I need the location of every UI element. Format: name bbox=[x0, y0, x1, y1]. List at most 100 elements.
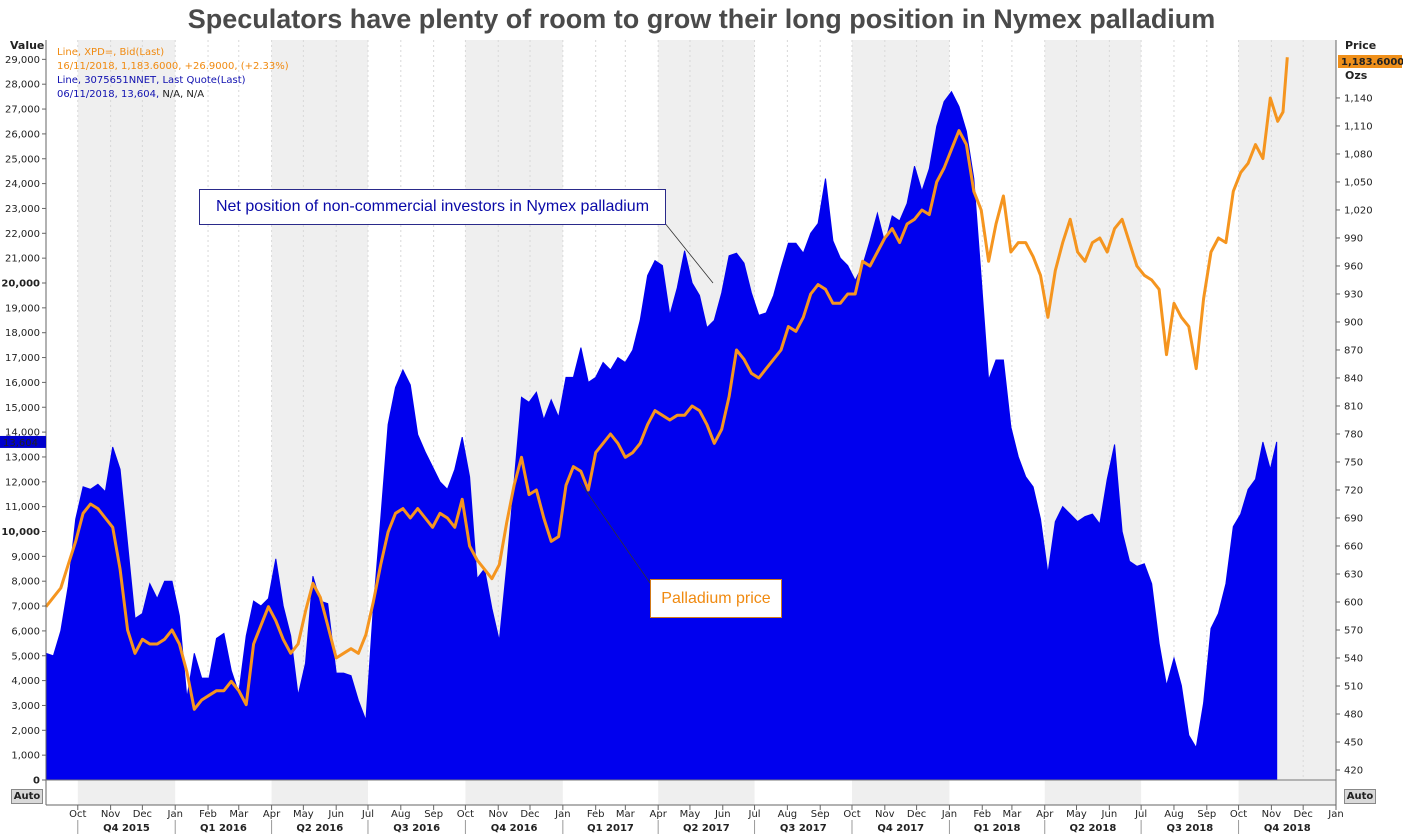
left-tick-label: 2,000 bbox=[11, 726, 40, 737]
quarter-label: Q1 2016 bbox=[200, 823, 247, 834]
month-label: Oct bbox=[843, 809, 860, 820]
month-label: Nov bbox=[101, 809, 121, 820]
right-tick-label: 450 bbox=[1344, 737, 1363, 748]
month-label: Jun bbox=[1101, 809, 1118, 820]
quarter-label: Q1 2018 bbox=[974, 823, 1021, 834]
legend-net-name: Line, 3075651NNET, Last Quote(Last) bbox=[57, 75, 246, 86]
right-tick-label: 1,110 bbox=[1344, 121, 1373, 132]
right-tick-label: 930 bbox=[1344, 289, 1363, 300]
month-label: Oct bbox=[457, 809, 474, 820]
right-tick-label: 1,080 bbox=[1344, 149, 1373, 160]
right-axis-unit: Ozs bbox=[1345, 69, 1368, 82]
left-tick-label: 12,000 bbox=[5, 477, 40, 488]
left-tick-label: 27,000 bbox=[5, 105, 40, 116]
left-tick-label: 20,000 bbox=[1, 279, 40, 290]
quarter-label: Q4 2018 bbox=[1264, 823, 1311, 834]
month-label: Mar bbox=[229, 809, 249, 820]
month-label: Dec bbox=[907, 809, 926, 820]
right-tick-label: 720 bbox=[1344, 485, 1363, 496]
auto-scale-left-button[interactable]: Auto bbox=[11, 789, 43, 804]
month-label: Aug bbox=[1164, 809, 1184, 820]
month-label: Jan bbox=[1327, 809, 1343, 820]
month-label: Nov bbox=[488, 809, 508, 820]
callout-net-position: Net position of non-commercial investors… bbox=[199, 189, 666, 225]
month-label: Jan bbox=[167, 809, 183, 820]
left-tick-label: 6,000 bbox=[11, 626, 40, 637]
left-tick-label: 10,000 bbox=[1, 527, 40, 538]
month-label: Aug bbox=[391, 809, 411, 820]
right-last-value-text: 1,183.6000 bbox=[1341, 57, 1403, 68]
month-label: Apr bbox=[650, 809, 668, 820]
axes: 0 1,000 2,000 3,000 4,000 5,000 6,000 7,000 8,00… bbox=[0, 39, 1403, 834]
month-label: Mar bbox=[1002, 809, 1022, 820]
left-tick-label: 1,000 bbox=[11, 751, 40, 762]
auto-scale-right-button[interactable]: Auto bbox=[1344, 789, 1376, 804]
left-tick-label: 18,000 bbox=[5, 328, 40, 339]
month-label: Jul bbox=[1134, 809, 1147, 820]
month-label: Apr bbox=[263, 809, 281, 820]
callout-palladium-price: Palladium price bbox=[650, 579, 782, 618]
right-tick-label: 660 bbox=[1344, 541, 1363, 552]
month-label: Feb bbox=[199, 809, 217, 820]
right-tick-label: 600 bbox=[1344, 597, 1363, 608]
month-label: Oct bbox=[69, 809, 86, 820]
legend-net-na: N/A, N/A bbox=[162, 89, 205, 100]
legend-net-date: 06/11/2018, 13,604, bbox=[57, 89, 160, 100]
right-tick-label: 1,140 bbox=[1344, 93, 1373, 104]
left-tick-label: 14,000 bbox=[5, 428, 40, 439]
left-tick-label: 0 bbox=[33, 776, 40, 787]
right-tick-label: 540 bbox=[1344, 653, 1363, 664]
left-tick-label: 5,000 bbox=[11, 651, 40, 662]
month-label: Jan bbox=[941, 809, 957, 820]
month-label: Jun bbox=[714, 809, 731, 820]
left-tick-label: 22,000 bbox=[5, 229, 40, 240]
left-last-value-badge bbox=[0, 435, 46, 448]
right-tick-label: 1,020 bbox=[1344, 205, 1373, 216]
month-label: Nov bbox=[1262, 809, 1282, 820]
left-tick-label: 4,000 bbox=[11, 676, 40, 687]
left-tick-label: 16,000 bbox=[5, 378, 40, 389]
right-tick-label: 840 bbox=[1344, 373, 1363, 384]
left-tick-label: 24,000 bbox=[5, 179, 40, 190]
month-label: Aug bbox=[778, 809, 798, 820]
left-tick-label: 7,000 bbox=[11, 602, 40, 613]
left-tick-label: 3,000 bbox=[11, 701, 40, 712]
callout-price-leader bbox=[579, 481, 651, 584]
month-label: Sep bbox=[424, 809, 443, 820]
left-tick-label: 29,000 bbox=[5, 55, 40, 66]
right-axis-title: Price bbox=[1345, 39, 1376, 52]
left-tick-label: 15,000 bbox=[5, 403, 40, 414]
month-label: Feb bbox=[587, 809, 605, 820]
quarter-label: Q4 2017 bbox=[877, 823, 924, 834]
quarter-label: Q3 2018 bbox=[1166, 823, 1213, 834]
month-label: Dec bbox=[520, 809, 539, 820]
left-tick-label: 26,000 bbox=[5, 129, 40, 140]
month-label: Jul bbox=[361, 809, 374, 820]
month-label: Jan bbox=[554, 809, 570, 820]
quarter-label: Q4 2016 bbox=[491, 823, 538, 834]
right-last-value-badge bbox=[1338, 55, 1402, 68]
left-tick-label: 25,000 bbox=[5, 154, 40, 165]
left-tick-label: 11,000 bbox=[5, 502, 40, 513]
month-label: Jul bbox=[748, 809, 761, 820]
right-tick-label: 870 bbox=[1344, 345, 1363, 356]
right-tick-label: 960 bbox=[1344, 261, 1363, 272]
callout-leaders bbox=[579, 221, 714, 584]
month-label: Oct bbox=[1230, 809, 1247, 820]
right-tick-label: 690 bbox=[1344, 513, 1363, 524]
quarter-label: Q2 2016 bbox=[296, 823, 343, 834]
quarter-label: Q4 2015 bbox=[103, 823, 150, 834]
quarter-label: Q1 2017 bbox=[587, 823, 634, 834]
right-tick-label: 480 bbox=[1344, 709, 1363, 720]
left-tick-label: 9,000 bbox=[11, 552, 40, 563]
left-last-value-text: 13,604 bbox=[3, 438, 38, 449]
quarter-label: Q3 2017 bbox=[780, 823, 827, 834]
month-label: Feb bbox=[973, 809, 991, 820]
quarter-label: Q2 2017 bbox=[683, 823, 730, 834]
month-label: May bbox=[293, 809, 314, 820]
month-label: Dec bbox=[133, 809, 152, 820]
month-label: Dec bbox=[1293, 809, 1312, 820]
month-label: May bbox=[680, 809, 701, 820]
left-tick-label: 19,000 bbox=[5, 303, 40, 314]
right-tick-label: 420 bbox=[1344, 766, 1363, 777]
